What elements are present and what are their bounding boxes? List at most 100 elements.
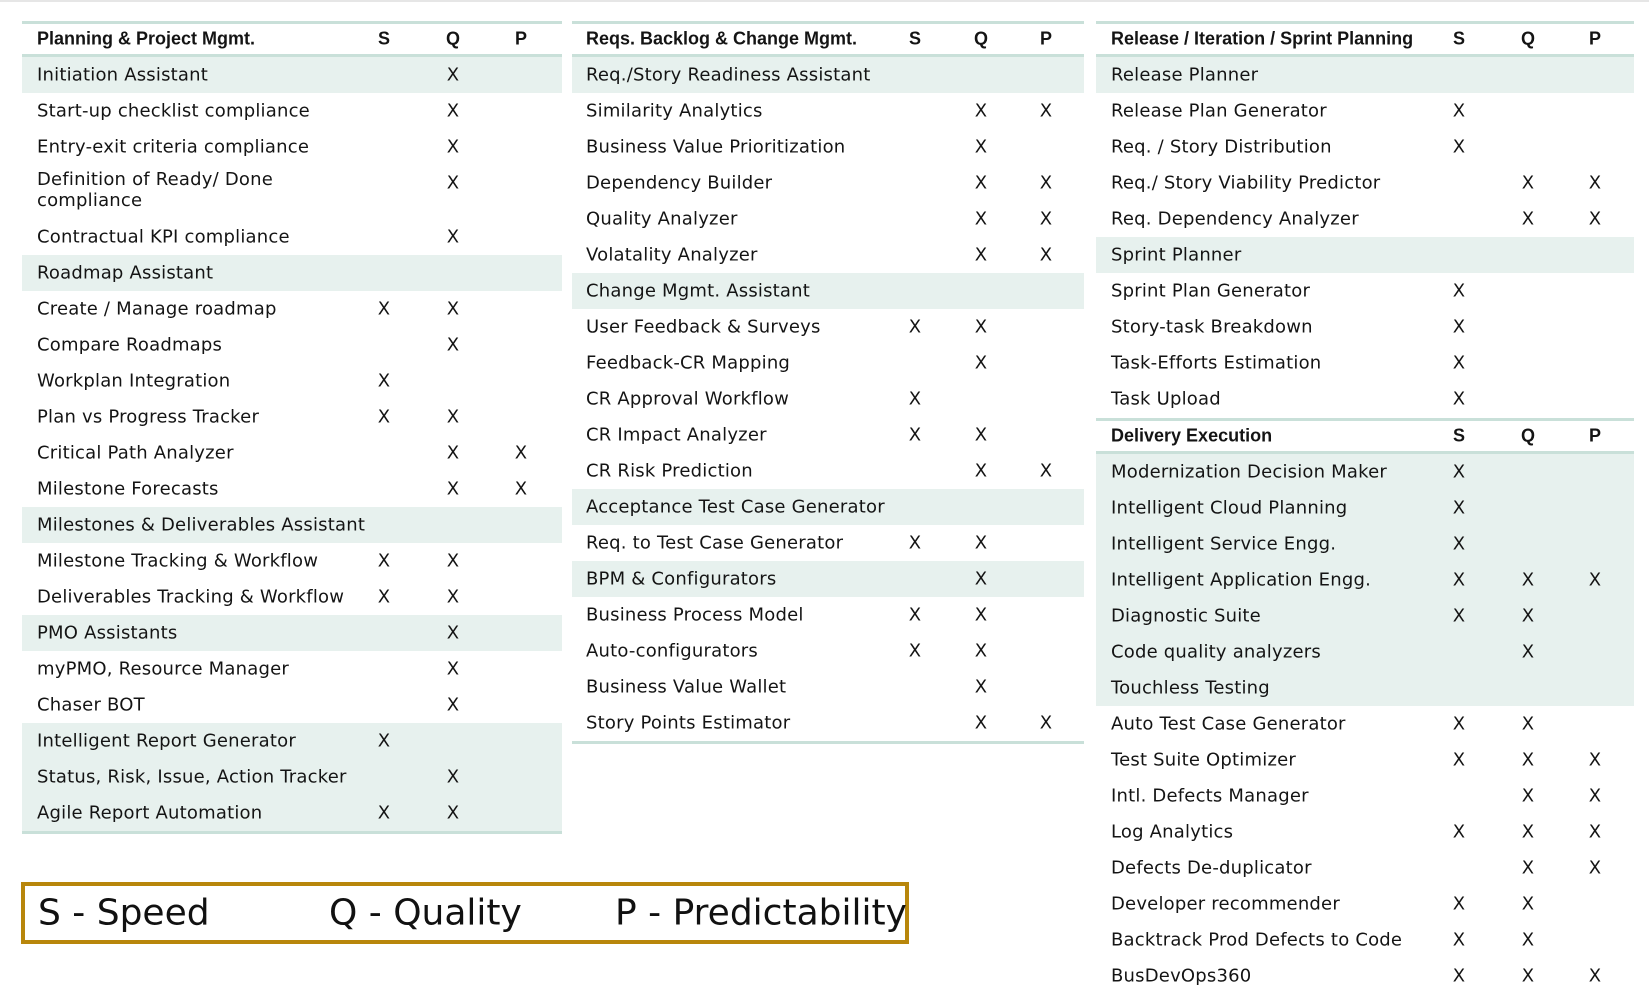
row-label: Req. to Test Case Generator — [586, 532, 844, 554]
row-label: Milestone Tracking & Workflow — [37, 550, 319, 572]
table-row: Milestone Tracking & Workflow X X — [22, 543, 562, 579]
mark-s: X — [377, 298, 391, 320]
row-label: Task-Efforts Estimation — [1111, 352, 1322, 374]
table-row: myPMO, Resource Manager X — [22, 651, 562, 687]
mark-q: X — [974, 316, 988, 338]
mark-s: X — [1452, 713, 1466, 735]
table-row: Start-up checklist compliance X — [22, 93, 562, 129]
table-row: CR Risk Prediction X X — [572, 453, 1084, 489]
table-row: Story-task Breakdown X — [1096, 309, 1634, 345]
mark-q: X — [1521, 208, 1535, 230]
mark-s: X — [1452, 965, 1466, 987]
table-row: Code quality analyzers X — [1096, 634, 1634, 670]
section-title: Release / Iteration / Sprint Planning — [1111, 28, 1414, 49]
row-label: Start-up checklist compliance — [37, 100, 310, 122]
mark-p: X — [1588, 569, 1602, 591]
mark-q: X — [446, 622, 460, 644]
table-row: Chaser BOT X — [22, 687, 562, 723]
row-label: Release Planner — [1111, 64, 1259, 86]
mark-s: X — [1452, 388, 1466, 410]
table-row: Critical Path Analyzer X X — [22, 435, 562, 471]
row-label: Diagnostic Suite — [1111, 605, 1261, 627]
row-label: Change Mgmt. Assistant — [586, 280, 811, 302]
mark-q: X — [1521, 749, 1535, 771]
mark-q: X — [446, 64, 460, 86]
column-header-p: P — [1588, 28, 1601, 49]
row-label: BusDevOps360 — [1111, 965, 1252, 987]
mark-q: X — [974, 568, 988, 590]
mark-q: X — [1521, 893, 1535, 915]
mark-s: X — [1452, 461, 1466, 483]
row-label: Touchless Testing — [1111, 677, 1270, 699]
mark-q: X — [1521, 965, 1535, 987]
column-header-s: S — [908, 28, 921, 49]
mark-q: X — [446, 694, 460, 716]
table-row: BusDevOps360 X X X — [1096, 958, 1634, 994]
row-label: Intelligent Application Engg. — [1111, 569, 1371, 591]
table-row: CR Impact Analyzer X X — [572, 417, 1084, 453]
table-row: Milestone Forecasts X X — [22, 471, 562, 507]
column-header-q: Q — [1520, 425, 1535, 446]
mark-p: X — [1039, 244, 1053, 266]
row-label: Acceptance Test Case Generator — [586, 496, 885, 518]
row-label: Task Upload — [1111, 388, 1221, 410]
mark-s: X — [1452, 497, 1466, 519]
row-label: Release Plan Generator — [1111, 100, 1327, 122]
row-label: Milestones & Deliverables Assistant — [37, 514, 366, 536]
row-label: Developer recommender — [1111, 893, 1340, 915]
table-row: BPM & Configurators X — [572, 561, 1084, 597]
table-row: Dependency Builder X X — [572, 165, 1084, 201]
table-row: Similarity Analytics X X — [572, 93, 1084, 129]
mark-p: X — [1039, 460, 1053, 482]
table-row: Feedback-CR Mapping X — [572, 345, 1084, 381]
row-label: CR Impact Analyzer — [586, 424, 767, 446]
column-header-p: P — [1588, 425, 1601, 446]
legend-predictability: P - Predictability — [615, 892, 907, 934]
row-label: Initiation Assistant — [37, 64, 209, 86]
mark-q: X — [974, 676, 988, 698]
row-label: Story Points Estimator — [586, 712, 791, 734]
mark-q: X — [446, 586, 460, 608]
legend-quality: Q - Quality — [329, 892, 522, 934]
table-row: Initiation Assistant X — [22, 57, 562, 93]
table-header: Reqs. Backlog & Change Mgmt. S Q P — [572, 21, 1084, 57]
row-label: Business Process Model — [586, 604, 804, 626]
table-row: Auto Test Case Generator X X — [1096, 706, 1634, 742]
row-label: Quality Analyzer — [586, 208, 738, 230]
row-label: User Feedback & Surveys — [586, 316, 821, 338]
mark-p: X — [514, 478, 528, 500]
mark-s: X — [908, 388, 922, 410]
table-row: Developer recommender X X — [1096, 886, 1634, 922]
table-row: Agile Report Automation X X — [22, 795, 562, 831]
row-label: Sprint Planner — [1111, 244, 1242, 266]
table-row: Req. / Story Distribution X — [1096, 129, 1634, 165]
row-label: Req./ Story Viability Predictor — [1111, 172, 1381, 194]
table-delivery-execution: Delivery Execution S Q P Modernization Decis… — [1096, 418, 1634, 994]
row-label: Sprint Plan Generator — [1111, 280, 1311, 302]
mark-p: X — [1588, 965, 1602, 987]
section-title: Planning & Project Mgmt. — [37, 28, 256, 49]
table-row: Business Value Prioritization X — [572, 129, 1084, 165]
mark-s: X — [1452, 749, 1466, 771]
mark-q: X — [974, 712, 988, 734]
mark-q: X — [974, 208, 988, 230]
row-label: BPM & Configurators — [586, 568, 777, 590]
mark-s: X — [377, 550, 391, 572]
mark-p: X — [1039, 172, 1053, 194]
table-row: Milestones & Deliverables Assistant — [22, 507, 562, 543]
table-release-sprint-planning: Release / Iteration / Sprint Planning S Q P… — [1096, 21, 1634, 417]
legend-box: S - Speed Q - Quality P - Predictability — [21, 882, 909, 944]
row-label: Business Value Wallet — [586, 676, 787, 698]
row-label: Status, Risk, Issue, Action Tracker — [37, 766, 347, 788]
row-label: Similarity Analytics — [586, 100, 763, 122]
mark-q: X — [1521, 857, 1535, 879]
mark-s: X — [1452, 929, 1466, 951]
mark-q: X — [974, 424, 988, 446]
mark-s: X — [377, 370, 391, 392]
mark-q: X — [446, 802, 460, 824]
mark-s: X — [377, 586, 391, 608]
row-label: Intelligent Service Engg. — [1111, 533, 1337, 555]
row-label: Definition of Ready/ Done compliance — [37, 169, 273, 211]
mark-q: X — [1521, 569, 1535, 591]
row-label: Req./Story Readiness Assistant — [586, 64, 871, 86]
